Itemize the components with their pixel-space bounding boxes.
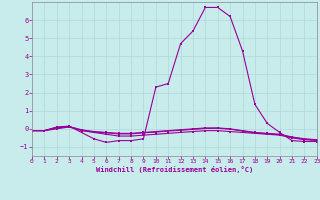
X-axis label: Windchill (Refroidissement éolien,°C): Windchill (Refroidissement éolien,°C) xyxy=(96,166,253,173)
